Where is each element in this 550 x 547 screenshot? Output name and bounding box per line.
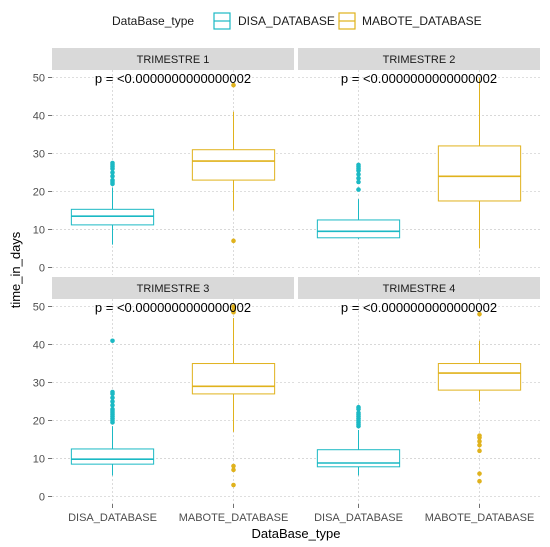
y-tick-label: 10 xyxy=(33,224,45,236)
outlier-point-disa-database xyxy=(356,162,361,168)
panel-boxes-1 xyxy=(70,82,276,245)
outlier-point-mabote-database xyxy=(477,439,482,444)
x-axis-title: DataBase_type xyxy=(252,526,341,541)
legend-title: DataBase_type xyxy=(112,14,194,28)
y-axis-ticks-row-2: 0 10 20 30 40 50 xyxy=(33,302,52,503)
outlier-point-mabote-database xyxy=(231,482,236,488)
panel-background xyxy=(52,299,294,504)
x-tick-label: MABOTE_DATABASE xyxy=(425,512,535,524)
p-value-annotation-3: p = <0.0000000000000002 xyxy=(95,300,251,315)
outlier-point-disa-database xyxy=(356,175,361,181)
outlier-point-disa-database xyxy=(356,187,361,192)
y-tick-label: 0 xyxy=(39,491,45,503)
outlier-point-disa-database xyxy=(356,179,361,185)
outlier-point-disa-database xyxy=(110,406,115,412)
box-disa-database xyxy=(316,219,401,239)
y-tick-label: 50 xyxy=(33,302,45,314)
panel-boxes-3 xyxy=(70,304,276,488)
y-tick-label: 30 xyxy=(33,149,45,161)
legend-label-disa: DISA_DATABASE xyxy=(238,14,335,28)
panel-background xyxy=(298,299,540,504)
outlier-point-mabote-database xyxy=(231,308,236,313)
outlier-point-disa-database xyxy=(110,399,115,404)
outlier-point-mabote-database xyxy=(231,304,236,309)
p-value-annotation-1: p = <0.0000000000000002 xyxy=(95,71,251,86)
facet-panel-4: TRIMESTRE 4 p = <0.0000000000000002 DISA… xyxy=(298,277,540,524)
outlier-point-mabote-database xyxy=(231,82,236,88)
outlier-point-mabote-database xyxy=(477,471,482,476)
outlier-point-mabote-database xyxy=(231,467,236,473)
outlier-point-disa-database xyxy=(110,402,115,408)
facet-strip-4 xyxy=(298,277,540,299)
y-axis-ticks-row-1: 0 10 20 30 40 50 xyxy=(33,73,52,274)
y-tick-label: 20 xyxy=(33,415,45,427)
panel-boxes-4 xyxy=(316,311,522,484)
y-tick-label: 40 xyxy=(33,111,45,123)
outlier-point-disa-database xyxy=(110,338,115,344)
facet-strip-2 xyxy=(298,48,540,70)
outlier-point-mabote-database xyxy=(477,478,482,484)
outlier-point-disa-database xyxy=(356,172,361,177)
outlier-point-disa-database xyxy=(356,404,361,410)
outlier-point-disa-database xyxy=(110,389,115,395)
p-value-annotation-2: p = <0.0000000000000002 xyxy=(341,71,497,86)
outlier-point-disa-database xyxy=(356,410,361,416)
facet-panel-3: TRIMESTRE 3 p = <0.0000000000000002 0 10 2… xyxy=(33,277,294,524)
box-mabote-database xyxy=(191,363,276,395)
facet-strip-label-1: TRIMESTRE 1 xyxy=(137,54,210,66)
box-disa-database xyxy=(70,208,155,226)
panel-boxes-2 xyxy=(316,77,522,249)
box-disa-database xyxy=(70,448,155,465)
box-mabote-database xyxy=(437,145,522,202)
outlier-point-disa-database xyxy=(110,177,115,183)
outlier-point-disa-database xyxy=(110,170,115,175)
facet-panel-2: TRIMESTRE 2 p = <0.0000000000000002 xyxy=(298,48,540,275)
legend: DataBase_type DISA_DATABASE MABOTE_DATAB… xyxy=(112,12,482,30)
x-axis-ticks-col-1: DISA_DATABASE MABOTE_DATABASE xyxy=(68,504,288,524)
y-axis-title: time_in_days xyxy=(8,231,23,308)
x-tick-label: MABOTE_DATABASE xyxy=(179,512,289,524)
facet-strip-label-4: TRIMESTRE 4 xyxy=(383,283,456,295)
panel-grid-3 xyxy=(52,299,294,504)
facet-strip-3 xyxy=(52,277,294,299)
panel-grid-4 xyxy=(298,299,540,504)
outlier-point-mabote-database xyxy=(231,463,236,469)
outlier-point-mabote-database xyxy=(477,433,482,438)
facet-strip-1 xyxy=(52,48,294,70)
outlier-point-mabote-database xyxy=(231,238,236,244)
y-tick-label: 10 xyxy=(33,453,45,465)
facet-strip-label-2: TRIMESTRE 2 xyxy=(383,54,456,66)
outlier-point-mabote-database xyxy=(477,442,482,448)
y-tick-label: 20 xyxy=(33,186,45,198)
x-axis-ticks-col-2: DISA_DATABASE MABOTE_DATABASE xyxy=(314,504,534,524)
box-disa-database xyxy=(316,449,401,468)
box-mabote-database xyxy=(437,363,522,391)
outlier-point-disa-database xyxy=(110,395,115,401)
y-tick-label: 0 xyxy=(39,262,45,274)
p-value-annotation-4: p = <0.0000000000000002 xyxy=(341,300,497,315)
facet-panel-1: TRIMESTRE 1 p = <0.0000000000000002 0 10 2… xyxy=(33,48,294,275)
facet-strip-label-3: TRIMESTRE 3 xyxy=(137,283,210,295)
box-mabote-database xyxy=(191,149,276,181)
outlier-point-mabote-database xyxy=(477,448,482,454)
y-tick-label: 40 xyxy=(33,340,45,352)
x-tick-label: DISA_DATABASE xyxy=(314,512,403,524)
outlier-point-disa-database xyxy=(110,173,115,179)
outlier-point-disa-database xyxy=(110,160,115,166)
y-tick-label: 50 xyxy=(33,73,45,85)
y-tick-label: 30 xyxy=(33,378,45,390)
outlier-point-mabote-database xyxy=(477,311,482,317)
x-tick-label: DISA_DATABASE xyxy=(68,512,157,524)
legend-label-mabote: MABOTE_DATABASE xyxy=(362,14,482,28)
